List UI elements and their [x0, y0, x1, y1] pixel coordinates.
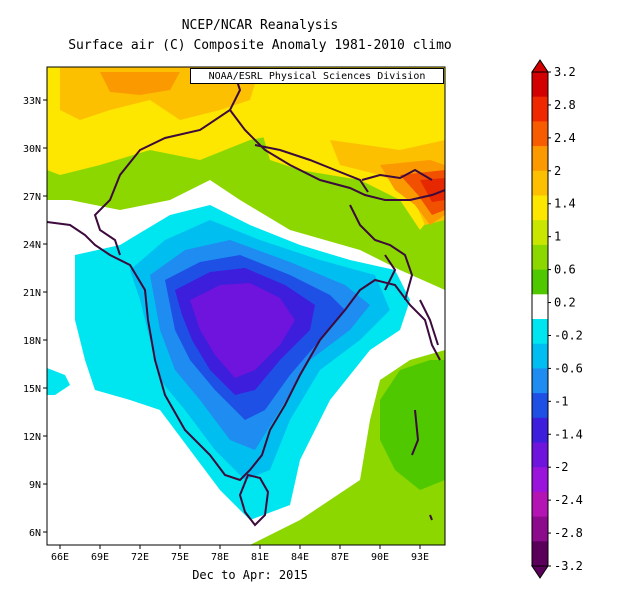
legend-swatch	[532, 220, 548, 246]
lat-tick: 6N	[29, 528, 41, 539]
lon-tick: 81E	[251, 552, 269, 563]
legend-swatch	[532, 146, 548, 172]
legend-label: 0.2	[554, 296, 576, 310]
lat-tick: 27N	[23, 192, 41, 203]
legend-swatch	[532, 393, 548, 419]
lat-tick: 30N	[23, 144, 41, 155]
legend-label: 2.4	[554, 131, 576, 145]
lon-tick: 84E	[291, 552, 309, 563]
legend-swatch	[532, 170, 548, 196]
legend-max-cap	[531, 59, 549, 73]
legend-swatch	[532, 368, 548, 394]
legend-min-cap	[531, 565, 549, 579]
lon-tick: 66E	[51, 552, 69, 563]
legend-swatch	[532, 294, 548, 320]
lon-tick: 72E	[131, 552, 149, 563]
legend-swatch	[532, 269, 548, 295]
credit-label: NOAA/ESRL Physical Sciences Division	[190, 68, 444, 84]
legend-swatch	[532, 195, 548, 221]
legend-swatch	[532, 467, 548, 493]
legend-swatch	[532, 319, 548, 345]
legend-label: 1	[554, 230, 561, 244]
legend-swatch	[532, 491, 548, 518]
lat-tick: 18N	[23, 336, 41, 347]
map-title: NCEP/NCAR Reanalysis	[181, 18, 339, 33]
legend-label: -0.6	[554, 361, 583, 375]
legend-label: 0.6	[554, 263, 576, 277]
legend-label: 2	[554, 164, 561, 178]
anomaly-field	[47, 67, 445, 545]
lat-tick: 24N	[23, 240, 41, 251]
legend-label: 2.8	[554, 98, 576, 112]
legend-swatch	[532, 541, 548, 567]
longitude-axis: 66E 69E 72E 75E 78E 81E 84E 87E 90E 93E	[51, 545, 429, 563]
time-period-label: Dec to Apr: 2015	[192, 568, 308, 582]
lon-tick: 90E	[371, 552, 389, 563]
legend-swatch	[532, 417, 548, 443]
lon-tick: 87E	[331, 552, 349, 563]
lon-tick: 93E	[411, 552, 429, 563]
coastlines	[47, 74, 445, 527]
lat-tick: 15N	[23, 384, 41, 395]
legend-label: 1.4	[554, 197, 576, 211]
legend-label: -1	[554, 394, 568, 408]
lon-tick: 75E	[171, 552, 189, 563]
legend-swatch	[532, 96, 548, 122]
legend-label: -1.4	[554, 427, 583, 441]
legend-swatch	[532, 244, 548, 271]
legend-label: 3.2	[554, 65, 576, 79]
legend-label: -3.2	[554, 559, 583, 573]
legend-label: -0.2	[554, 328, 583, 342]
lat-tick: 9N	[29, 480, 41, 491]
legend-swatch	[532, 343, 548, 369]
latitude-axis: 33N 30N 27N 24N 21N 18N 15N 12N 9N 6N	[23, 96, 47, 539]
legend-swatch	[532, 516, 548, 542]
legend-swatch	[532, 121, 548, 147]
lat-tick: 33N	[23, 96, 41, 107]
lat-tick: 21N	[23, 288, 41, 299]
lon-tick: 69E	[91, 552, 109, 563]
legend-swatch	[532, 442, 548, 468]
lat-tick: 12N	[23, 432, 41, 443]
color-legend: 3.2 2.8 2.4 2 1.4 1 0.6 0.2 -0.2 -0.6 -1 -1.4 -2 -2.4…	[531, 59, 583, 579]
lon-tick: 78E	[211, 552, 229, 563]
legend-swatch	[532, 72, 548, 98]
map-subtitle: Surface air (C) Composite Anomaly 1981-2…	[68, 38, 452, 53]
legend-label: -2.4	[554, 493, 583, 507]
legend-label: -2.8	[554, 526, 583, 540]
legend-label: -2	[554, 460, 568, 474]
